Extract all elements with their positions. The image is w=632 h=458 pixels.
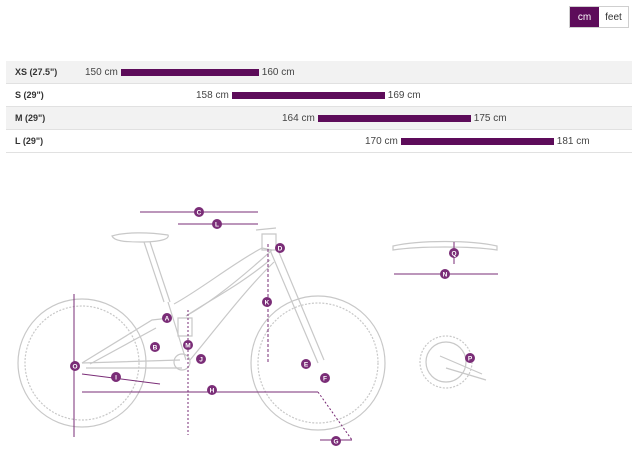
range-bar (120, 68, 259, 76)
badge-k-label: K (265, 300, 270, 307)
range-bar (400, 137, 554, 145)
badge-l: L (212, 219, 222, 229)
badge-e: E (301, 359, 311, 369)
badge-b: B (150, 342, 160, 352)
range-max: 169 cm (387, 89, 421, 101)
bike-frame (17, 227, 498, 431)
badge-f-label: F (323, 376, 327, 383)
range-max: 175 cm (473, 112, 507, 124)
unit-toggle: cm feet (569, 6, 629, 28)
badge-a-label: A (165, 316, 170, 323)
top-tube (173, 247, 274, 317)
unit-feet-button[interactable]: feet (599, 7, 628, 27)
badge-p-label: P (468, 356, 473, 363)
crank-arm (439, 355, 487, 381)
size-row-m: M (29") 164 cm 175 cm (6, 107, 632, 130)
chainring-outer (419, 335, 473, 389)
badge-i: I (111, 372, 121, 382)
badge-g-label: G (333, 439, 338, 446)
size-range: 164 cm 175 cm (282, 107, 507, 129)
badge-o-label: O (72, 364, 77, 371)
badge-c-label: C (197, 210, 202, 217)
size-row-s: S (29") 158 cm 169 cm (6, 84, 632, 107)
chain-stay (81, 359, 182, 369)
handlebar (392, 240, 498, 251)
badge-e-label: E (304, 362, 309, 369)
badge-h: H (207, 385, 217, 395)
badge-j-label: J (199, 357, 203, 364)
range-min: 164 cm (282, 112, 315, 124)
seat-stay (81, 317, 171, 365)
dimension-badges: A B C D E F G H I J K L M N O P Q (70, 207, 475, 446)
range-bar (231, 91, 385, 99)
badge-c: C (194, 207, 204, 217)
front-wheel (250, 295, 386, 431)
down-tube (185, 259, 275, 361)
size-label: M (29") (15, 113, 46, 123)
saddle (111, 232, 169, 243)
badge-n: N (440, 269, 450, 279)
size-label: L (29") (15, 136, 44, 146)
size-table: XS (27.5") 150 cm 160 cm S (29") 158 cm … (6, 61, 632, 153)
badge-j: J (196, 354, 206, 364)
seat-tube (167, 301, 187, 361)
badge-d: D (275, 243, 285, 253)
size-range: 158 cm 169 cm (196, 84, 421, 106)
badge-m: M (183, 340, 193, 350)
size-label: S (29") (15, 90, 44, 100)
rear-wheel (17, 298, 147, 428)
bottom-bracket (173, 353, 191, 371)
badge-l-label: L (215, 222, 219, 229)
badge-o: O (70, 361, 80, 371)
range-min: 158 cm (196, 89, 229, 101)
range-min: 150 cm (85, 66, 118, 78)
badge-g: G (331, 436, 341, 446)
chainring-inner (425, 341, 467, 383)
size-range: 170 cm 181 cm (365, 130, 590, 152)
badge-q: Q (449, 248, 459, 258)
size-range: 150 cm 160 cm (85, 61, 295, 83)
front-wheel-inner (257, 302, 379, 424)
size-row-xs: XS (27.5") 150 cm 160 cm (6, 61, 632, 84)
shock (177, 317, 193, 337)
badge-d-label: D (278, 246, 283, 253)
range-min: 170 cm (365, 135, 398, 147)
badge-n-label: N (443, 272, 448, 279)
range-bar (317, 114, 471, 122)
range-max: 181 cm (556, 135, 590, 147)
stem (255, 227, 277, 231)
badge-q-label: Q (451, 251, 456, 258)
size-label: XS (27.5") (15, 67, 58, 77)
dim-line-i (81, 373, 161, 385)
badge-k: K (262, 297, 272, 307)
badge-a: A (162, 313, 172, 323)
badge-f: F (320, 373, 330, 383)
dim-line-fork-offset (317, 391, 353, 441)
range-max: 160 cm (261, 66, 295, 78)
badge-b-label: B (153, 345, 158, 352)
rear-wheel-inner (24, 305, 140, 421)
seatpost (143, 241, 171, 303)
badge-i-label: I (115, 375, 117, 382)
bike-geometry-diagram: A B C D E F G H I J K L M N O P Q (17, 207, 498, 446)
dimension-lines (73, 211, 498, 441)
badge-p: P (465, 353, 475, 363)
badge-h-label: H (210, 388, 215, 395)
fork (269, 249, 325, 364)
badge-m-label: M (185, 343, 190, 350)
unit-cm-button[interactable]: cm (570, 7, 599, 27)
size-row-l: L (29") 170 cm 181 cm (6, 130, 632, 153)
headset (261, 233, 277, 251)
